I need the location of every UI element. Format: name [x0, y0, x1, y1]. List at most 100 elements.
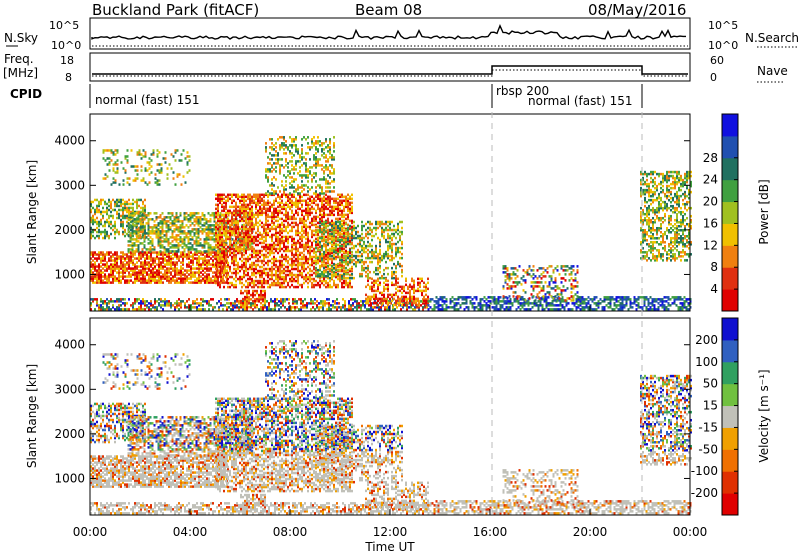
power-cell — [194, 271, 196, 274]
power-cell — [223, 202, 225, 205]
power-cell — [315, 238, 317, 241]
freq-tick-bottom: 8 — [65, 71, 72, 84]
power-cell — [275, 220, 277, 223]
power-cell — [146, 279, 148, 282]
power-cell — [277, 220, 279, 223]
power-cell — [303, 262, 305, 265]
power-cell — [251, 286, 253, 289]
power-cell — [124, 215, 126, 218]
power-cell — [237, 272, 239, 275]
power-cell — [276, 302, 278, 305]
power-cell — [106, 251, 108, 254]
power-cell — [263, 246, 265, 249]
power-cell — [368, 308, 370, 311]
power-cell — [269, 216, 271, 219]
power-cell — [128, 228, 130, 231]
power-cell — [343, 196, 345, 199]
power-cell — [338, 306, 340, 309]
power-cell — [215, 208, 217, 211]
power-cell — [283, 230, 285, 233]
power-cell — [198, 302, 200, 305]
power-cell — [241, 252, 243, 255]
power-cell — [112, 253, 114, 256]
power-cell — [275, 244, 277, 247]
power-cell — [339, 218, 341, 221]
power-cell — [246, 306, 248, 309]
power-cell — [273, 280, 275, 283]
power-cell — [228, 298, 230, 301]
power-cell — [214, 246, 216, 249]
power-cell — [293, 186, 295, 189]
power-cell — [233, 222, 235, 225]
power-cell — [241, 276, 243, 279]
power-cell — [231, 200, 233, 203]
power-cell — [245, 250, 247, 253]
power-cell — [231, 212, 233, 215]
power-cell — [116, 298, 118, 301]
power-cell — [251, 196, 253, 199]
power-cell — [138, 269, 140, 272]
power-cell — [343, 239, 345, 242]
power-cell — [217, 234, 219, 237]
power-cell — [323, 192, 325, 195]
power-cell — [198, 212, 200, 215]
power-cell — [223, 240, 225, 243]
power-cell — [299, 258, 301, 261]
power-cell — [108, 273, 110, 276]
power-cell — [261, 260, 263, 263]
power-cell — [118, 304, 120, 307]
power-cell — [120, 308, 122, 311]
power-cell — [271, 142, 273, 145]
power-cell — [108, 221, 110, 224]
power-cell — [333, 186, 335, 189]
power-cell — [112, 304, 114, 307]
power-cell — [315, 263, 317, 266]
power-cell — [297, 172, 299, 175]
power-cell — [98, 209, 100, 212]
power-cell — [110, 233, 112, 236]
power-cell — [293, 144, 295, 147]
power-cell — [190, 281, 192, 284]
power-cell — [250, 298, 252, 301]
power-cell — [126, 279, 128, 282]
power-cell — [94, 281, 96, 284]
power-cell — [277, 158, 279, 161]
power-cell — [295, 268, 297, 271]
power-cell — [341, 223, 343, 226]
power-cell — [170, 255, 172, 257]
power-cell — [225, 196, 227, 199]
power-cell — [291, 180, 293, 183]
power-cell — [168, 300, 170, 303]
power-cell — [333, 267, 335, 270]
power-cell — [192, 236, 194, 239]
power-cell — [275, 270, 277, 273]
power-cell — [261, 242, 263, 245]
power-cell — [98, 229, 100, 232]
power-cell — [134, 224, 136, 227]
power-cell — [289, 160, 291, 163]
power-cell — [134, 242, 136, 245]
power-cell — [212, 298, 214, 301]
power-cell — [245, 200, 247, 203]
power-cell — [122, 308, 124, 311]
power-cell — [106, 275, 108, 278]
power-cell — [146, 267, 148, 270]
power-cell — [233, 226, 235, 229]
power-cell — [328, 298, 330, 301]
power-cell — [281, 260, 283, 263]
power-cell — [270, 308, 272, 311]
power-cell — [234, 300, 236, 303]
power-cell — [243, 194, 245, 197]
power-cell — [132, 212, 134, 215]
power-cell — [257, 250, 259, 253]
freq-trace — [92, 66, 688, 74]
power-cell — [285, 194, 287, 197]
power-cell — [92, 207, 94, 210]
power-cell — [204, 250, 206, 253]
power-cell — [313, 234, 315, 237]
power-cell — [202, 308, 204, 311]
power-cell — [258, 308, 260, 311]
power-cell — [283, 220, 285, 223]
power-cell — [204, 300, 206, 303]
power-cell — [136, 271, 138, 274]
